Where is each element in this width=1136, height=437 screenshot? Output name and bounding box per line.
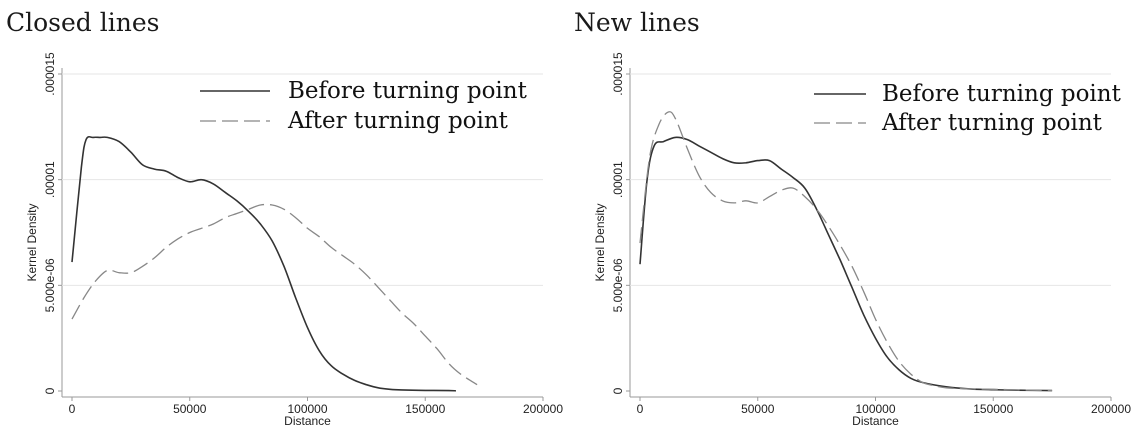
chart-new-lines: 0 5.000e-06 .00001 .000015 0 50000 100000 15000… (593, 52, 1131, 428)
x-tick-label: 100000 (287, 402, 327, 416)
x-tick-label: 200000 (1091, 402, 1131, 416)
legend-label: Before turning point (882, 81, 1122, 107)
y-tick-label: .00001 (43, 161, 57, 198)
series-line-before (639, 136, 1053, 392)
chart-title-new-lines: New lines (574, 8, 700, 37)
y-tick-label: .000015 (611, 52, 625, 96)
series-line-after (71, 203, 478, 386)
series-line-before (71, 135, 456, 392)
y-tick-label: 5.000e-06 (43, 258, 57, 312)
x-tick-label: 0 (69, 402, 76, 416)
y-axis-title: Kernel Density (593, 203, 607, 281)
x-axis-title: Distance (852, 414, 899, 428)
x-axis-title: Distance (284, 414, 331, 428)
x-tick-label: 150000 (973, 402, 1013, 416)
chart-panel-new-lines: 0 5.000e-06 .00001 .000015 0 50000 100000 15000… (568, 0, 1136, 437)
y-tick-label: 5.000e-06 (611, 258, 625, 312)
x-tick-label: 0 (637, 402, 644, 416)
legend-label: After turning point (287, 108, 509, 134)
y-tick-label: 0 (611, 387, 625, 394)
x-tick-label: 50000 (741, 402, 775, 416)
series-line-after (639, 111, 1053, 392)
x-tick-label: 100000 (855, 402, 895, 416)
y-tick-label: .00001 (611, 161, 625, 198)
legend-label: Before turning point (288, 78, 528, 104)
y-tick-label: .000015 (43, 52, 57, 96)
legend-label: After turning point (881, 110, 1103, 136)
y-axis-title: Kernel Density (25, 203, 39, 281)
chart-title-closed-lines: Closed lines (6, 8, 160, 37)
x-tick-label: 200000 (523, 402, 563, 416)
chart-panel-closed-lines: 0 5.000e-06 .00001 .000015 0 50000 100000 15000… (6, 8, 563, 428)
chart-closed-lines: 0 5.000e-06 .00001 .000015 0 50000 100000 15000… (25, 52, 563, 428)
x-tick-label: 50000 (173, 402, 207, 416)
y-tick-label: 0 (43, 387, 57, 394)
x-tick-label: 150000 (405, 402, 445, 416)
